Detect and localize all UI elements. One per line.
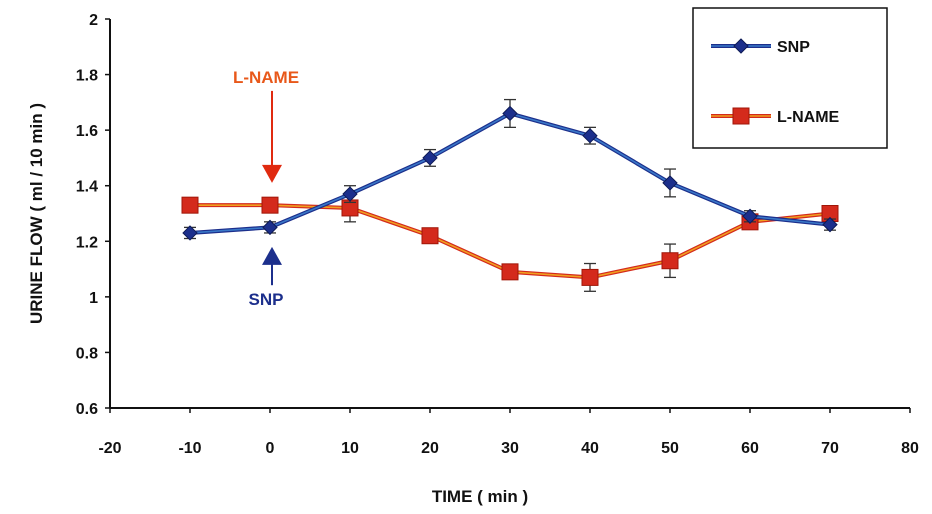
- y-axis-ticks: 0.6 0.8 1 1.2 1.4 1.6 1.8 2: [76, 12, 110, 418]
- data-point: [342, 186, 358, 202]
- data-point: [662, 175, 678, 191]
- data-point: [422, 150, 438, 166]
- y-tick-label: 1.8: [76, 68, 98, 85]
- data-point: [582, 127, 598, 144]
- annotation-snp: SNP: [249, 246, 284, 309]
- x-tick-label: 0: [266, 440, 275, 457]
- x-tick-label: 60: [741, 440, 759, 457]
- legend-item-snp: SNP: [711, 38, 810, 56]
- data-point: [822, 216, 838, 233]
- data-point: [262, 219, 278, 236]
- legend: SNP L-NAME: [692, 7, 888, 149]
- x-axis-title: TIME ( min ): [432, 487, 528, 506]
- x-tick-label: 50: [661, 440, 679, 457]
- x-tick-label: -10: [178, 440, 201, 457]
- data-point: [182, 225, 198, 241]
- legend-label: L-NAME: [777, 109, 840, 126]
- series-l-name: [181, 193, 839, 292]
- plot-area: [181, 98, 839, 292]
- annotation-label: SNP: [249, 290, 284, 309]
- legend-item-l-name: L-NAME: [711, 107, 840, 126]
- y-tick-label: 1.4: [76, 179, 98, 196]
- y-tick-label: 1: [89, 290, 98, 307]
- x-tick-label: -20: [98, 440, 121, 457]
- data-point: [732, 107, 750, 125]
- annotation-label: L-NAME: [233, 68, 299, 87]
- x-tick-label: 10: [341, 440, 359, 457]
- annotation-arrow-head: [262, 246, 282, 265]
- legend-label: SNP: [777, 39, 810, 56]
- y-tick-label: 1.6: [76, 123, 98, 140]
- annotations: L-NAME SNP: [233, 68, 299, 309]
- y-tick-label: 0.6: [76, 401, 98, 418]
- y-tick-label: 0.8: [76, 345, 98, 362]
- data-point: [501, 263, 519, 281]
- series-snp: [182, 98, 838, 241]
- data-point: [181, 196, 199, 214]
- data-point: [733, 38, 749, 54]
- annotation-arrow-head: [262, 164, 282, 183]
- data-point: [742, 208, 758, 224]
- data-point: [421, 227, 439, 245]
- data-point: [661, 252, 679, 270]
- x-tick-label: 20: [421, 440, 439, 457]
- y-tick-label: 1.2: [76, 234, 98, 251]
- data-point: [502, 105, 518, 122]
- x-tick-label: 80: [901, 440, 919, 457]
- x-tick-label: 30: [501, 440, 519, 457]
- data-point: [261, 196, 279, 214]
- y-axis-title: URINE FLOW ( ml / 10 min ): [27, 103, 46, 324]
- x-tick-label: 70: [821, 440, 839, 457]
- annotation-l-name: L-NAME: [233, 68, 299, 183]
- x-axis-ticks: -20 -10 0 10 20 30 40 50 60 70 80: [98, 408, 919, 457]
- y-tick-label: 2: [89, 12, 98, 29]
- data-point: [581, 268, 599, 286]
- x-tick-label: 40: [581, 440, 599, 457]
- legend-box: [692, 7, 888, 149]
